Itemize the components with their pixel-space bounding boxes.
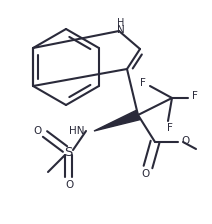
Text: O: O	[142, 169, 150, 179]
Text: H: H	[117, 18, 125, 28]
Polygon shape	[94, 110, 140, 131]
Text: F: F	[192, 91, 198, 101]
Text: S: S	[64, 146, 72, 159]
Text: HN: HN	[70, 126, 85, 136]
Text: N: N	[117, 25, 125, 35]
Text: O: O	[181, 136, 189, 146]
Text: F: F	[140, 78, 146, 88]
Text: F: F	[167, 123, 173, 133]
Text: O: O	[66, 180, 74, 190]
Text: O: O	[33, 126, 41, 136]
